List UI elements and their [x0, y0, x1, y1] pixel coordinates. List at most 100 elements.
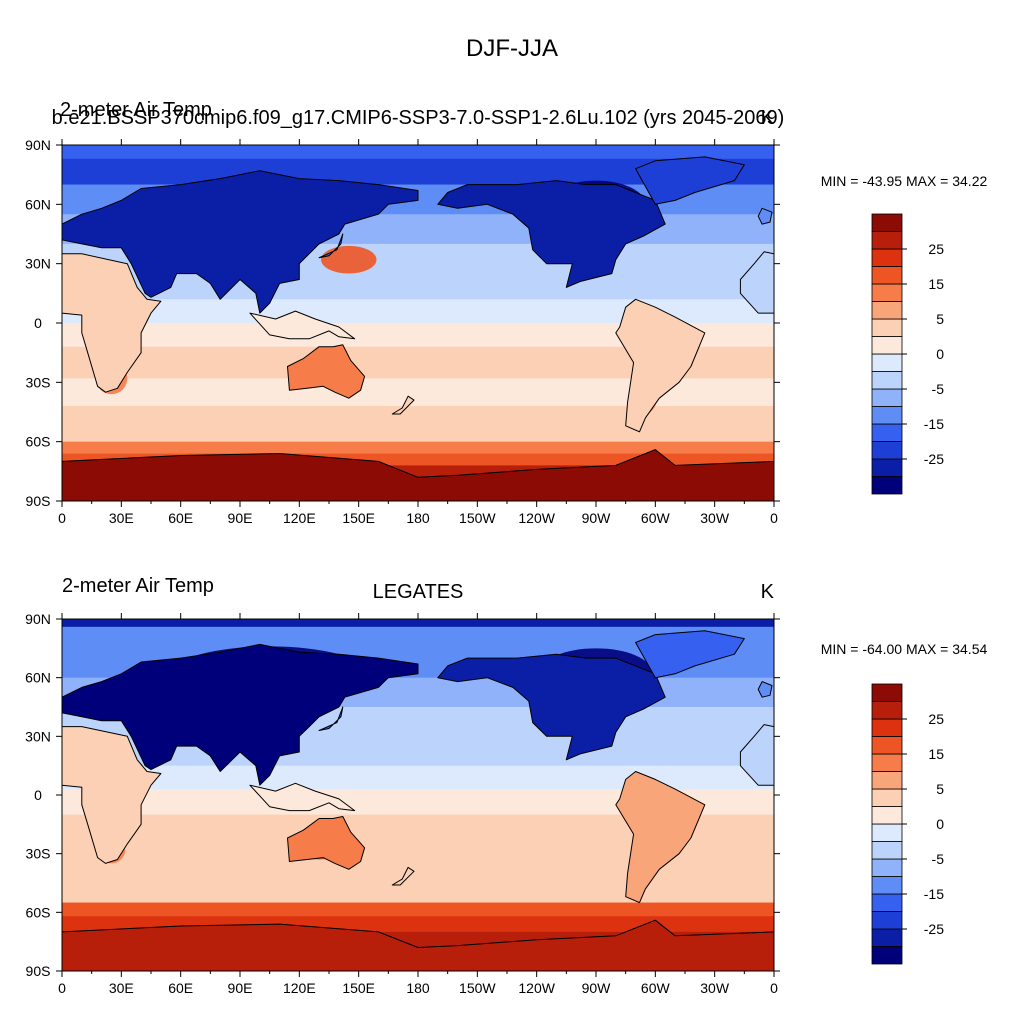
zonal-band: [62, 619, 774, 628]
colorbar-swatch: [871, 336, 903, 355]
colorbar-label: 0: [936, 346, 944, 362]
colorbar-label: -5: [932, 381, 945, 397]
land-eurasia: [62, 170, 419, 314]
map-field: [62, 145, 774, 501]
colorbar-swatch: [871, 301, 903, 320]
y-tick-label: 90S: [26, 963, 51, 979]
y-tick-label: 90N: [25, 137, 51, 153]
panel-2: 2-meter Air Temp LEGATES K 0 30E 60E 90E 120E 15…: [25, 575, 987, 996]
panel-center-title: b.e21.BSSP370cmip6.f09_g17.CMIP6-SSP3-7.…: [52, 107, 785, 129]
colorbar-label: 5: [936, 311, 944, 327]
land-japan: [318, 706, 344, 731]
colorbar-swatch: [871, 911, 903, 930]
x-tick-label: 60E: [168, 510, 193, 526]
zonal-band: [62, 145, 774, 160]
colorbar-label: -25: [924, 921, 944, 937]
colorbar-swatch: [871, 841, 903, 860]
colorbar-swatch: [871, 231, 903, 250]
x-tick-label: 0: [58, 980, 66, 996]
zonal-band: [62, 902, 774, 917]
zonal-band: [62, 273, 774, 300]
colorbar-swatch: [871, 718, 903, 737]
colorbar-swatch: [871, 458, 903, 477]
land-samerica: [615, 298, 706, 433]
colorbar-label: 5: [936, 781, 944, 797]
y-tick-label: 30S: [26, 846, 51, 862]
field-core: [321, 245, 377, 274]
colorbar-swatch: [871, 701, 903, 720]
x-tick-label: 90E: [228, 980, 253, 996]
colorbar-swatch: [871, 736, 903, 755]
land-antarctica: [62, 449, 774, 501]
zonal-band: [62, 441, 774, 455]
zonal-band: [62, 406, 774, 423]
x-tick-label: 90E: [228, 510, 253, 526]
colorbar-swatch: [871, 753, 903, 772]
x-tick-label: 30W: [700, 510, 730, 526]
y-tick-label: 30N: [25, 728, 51, 744]
x-tick-label: 120E: [283, 510, 316, 526]
figure-title: DJF-JJA: [466, 35, 558, 62]
colorbar-label: -5: [932, 851, 945, 867]
colorbar-swatch: [871, 928, 903, 947]
x-tick-label: 60W: [641, 510, 671, 526]
panel-units: K: [761, 107, 775, 129]
min-max-stats: MIN = -64.00 MAX = 34.54: [821, 641, 988, 657]
colorbar: 25 15 5 0 -5 -15 -25: [871, 213, 945, 495]
land-japan: [318, 233, 344, 259]
panel-units: K: [761, 581, 775, 603]
colorbar-label: 15: [928, 746, 944, 762]
x-tick-label: 60E: [168, 980, 193, 996]
x-tick-label: 150E: [342, 980, 375, 996]
y-tick-label: 60S: [26, 434, 51, 450]
colorbar-label: 0: [936, 816, 944, 832]
x-tick-label: 0: [770, 980, 778, 996]
colorbar-swatch: [871, 406, 903, 425]
x-tick-label: 30E: [109, 510, 134, 526]
land-indonesia: [249, 782, 356, 812]
land-uk: [757, 207, 773, 225]
land-samerica: [615, 771, 706, 904]
land-antarctica: [62, 919, 774, 971]
panel-center-title: LEGATES: [373, 581, 464, 603]
colorbar-swatch: [871, 441, 903, 460]
map-field: [62, 619, 774, 971]
x-tick-label: 180: [406, 510, 430, 526]
y-tick-label: 0: [34, 315, 42, 331]
y-tick-label: 0: [34, 787, 42, 803]
colorbar-swatch: [871, 788, 903, 807]
colorbar-label: 15: [928, 276, 944, 292]
land-australia: [287, 816, 366, 870]
land-nz: [391, 395, 415, 415]
panel-left-title: 2-meter Air Temp: [62, 575, 214, 597]
colorbar-label: 25: [928, 711, 944, 727]
colorbar-swatch: [871, 683, 903, 702]
panel-1: 2-meter Air Tempb.e21.BSSP370cmip6.f09_g…: [25, 99, 987, 526]
x-tick-label: 150W: [459, 980, 496, 996]
land-africa: [62, 726, 162, 864]
y-tick-label: 60N: [25, 670, 51, 686]
land-eurasia: [62, 643, 419, 786]
land-africa: [62, 253, 162, 393]
land-australia: [287, 344, 366, 399]
y-tick-label: 90N: [25, 611, 51, 627]
zonal-band: [62, 421, 774, 443]
x-tick-label: 150E: [342, 510, 375, 526]
y-tick-label: 60S: [26, 904, 51, 920]
colorbar-swatch: [871, 423, 903, 442]
x-tick-label: 180: [406, 980, 430, 996]
y-tick-label: 30N: [25, 256, 51, 272]
colorbar-label: 25: [928, 241, 944, 257]
y-tick-label: 60N: [25, 196, 51, 212]
colorbar-swatch: [871, 388, 903, 407]
colorbar-swatch: [871, 283, 903, 302]
land-africaWest: [739, 251, 774, 314]
colorbar-swatch: [871, 353, 903, 372]
colorbar-swatch: [871, 858, 903, 877]
colorbar-swatch: [871, 371, 903, 390]
min-max-stats: MIN = -43.95 MAX = 34.22: [821, 173, 988, 189]
colorbar-swatch: [871, 248, 903, 267]
colorbar-swatch: [871, 266, 903, 285]
colorbar-swatch: [871, 213, 903, 232]
